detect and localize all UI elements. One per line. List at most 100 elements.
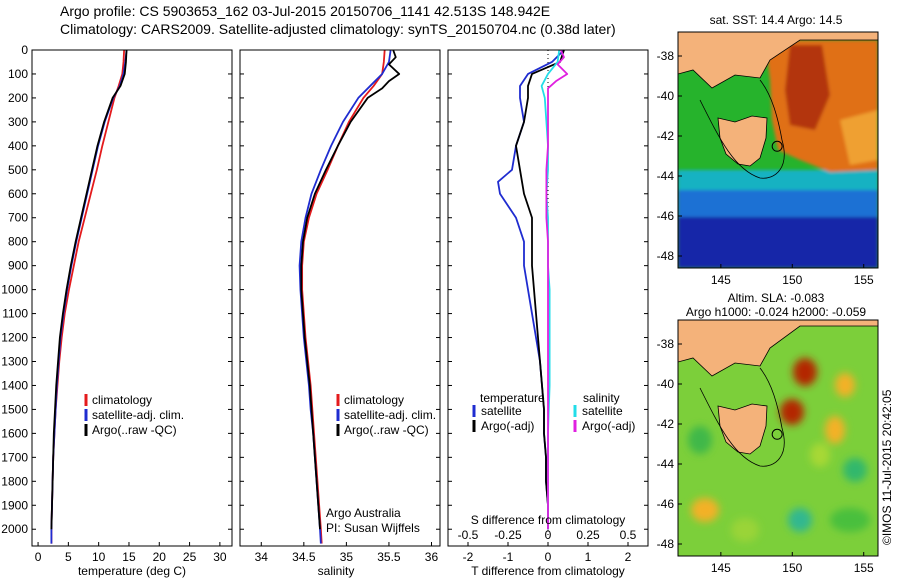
sst-mid-band <box>678 170 878 190</box>
s-difference-label: S difference from climatology <box>471 513 626 527</box>
temperature-xlabel: temperature (deg C) <box>78 564 186 578</box>
temperature-xticks: 0 5 10 15 20 25 30 <box>35 542 227 564</box>
x-tick-label: -2 <box>463 550 474 564</box>
x-tick-label: 1 <box>585 550 592 564</box>
sst-cool-band <box>678 185 878 217</box>
sla-map-frame <box>677 319 879 557</box>
y-tick-label: 1300 <box>1 354 28 368</box>
sla-eddy <box>793 358 817 386</box>
x-tick-label: 0 <box>545 550 552 564</box>
y-tick-label: 1100 <box>2 307 28 321</box>
series-line <box>298 49 392 544</box>
x-tick-label: 0 <box>35 550 42 564</box>
lat-tick-label: -42 <box>657 129 675 143</box>
sla-eddy <box>825 416 845 444</box>
plot-title-line2: Climatology: CARS2009. Satellite-adjuste… <box>60 21 616 37</box>
series-line <box>301 49 386 544</box>
legend-temp-argo-label: Argo(-adj) <box>481 419 534 433</box>
y-tick-label: 0 <box>21 43 28 57</box>
y-tick-label: 1500 <box>1 402 28 416</box>
lat-tick-label: -38 <box>657 337 675 351</box>
lon-tick-label: 150 <box>782 273 802 287</box>
sst-latitude-ticks: -38 -40 -42 -44 -46 -48 <box>657 49 682 263</box>
y-tick-label: 900 <box>8 259 28 273</box>
x-tick-label: 35.5 <box>377 550 401 564</box>
salinity-curves <box>298 49 401 544</box>
y-tick-label: 800 <box>8 235 28 249</box>
difference-xticks: -2 -1 0 1 2 <box>463 542 632 564</box>
s-tick-label: -0.5 <box>458 528 479 542</box>
y-tick-label: 100 <box>8 67 28 81</box>
lat-tick-label: -48 <box>657 537 675 551</box>
sst-shelf-contour <box>699 79 785 179</box>
lat-tick-label: -38 <box>657 49 675 63</box>
salinity-axes-frame <box>239 49 441 547</box>
sst-map-frame <box>677 31 879 269</box>
legend-sal-satellite-label: satellite <box>582 404 623 418</box>
sla-eddy <box>835 373 855 397</box>
x-tick-label: 5 <box>65 550 72 564</box>
lat-tick-label: -48 <box>657 249 675 263</box>
x-tick-label: 10 <box>92 550 106 564</box>
series-line <box>515 49 565 530</box>
x-tick-label: 35 <box>340 550 354 564</box>
salinity-panel: 34 34.5 35 35.5 36 salinity climatology sate… <box>239 49 441 578</box>
series-line <box>300 49 401 530</box>
sla-longitude-ticks: 145 150 155 <box>711 552 874 575</box>
lat-tick-label: -46 <box>657 209 675 223</box>
temperature-legend: climatology satellite-adj. clim. Argo(..… <box>84 393 184 437</box>
x-tick-label: 34 <box>255 550 269 564</box>
y-tick-label: 1200 <box>1 331 28 345</box>
y-tick-label: 300 <box>8 115 28 129</box>
plot-title-line1: Argo profile: CS 5903653_162 03-Jul-2015… <box>60 3 551 19</box>
argo-australia-label: Argo Australia <box>326 506 401 520</box>
lat-tick-label: -46 <box>657 497 675 511</box>
x-tick-label: 15 <box>122 550 136 564</box>
legend-temperature-heading: temperature <box>480 391 545 405</box>
sla-eddy <box>830 508 870 532</box>
s-tick-label: 0 <box>545 528 552 542</box>
series-line <box>50 49 126 544</box>
salinity-xlabel: salinity <box>318 564 355 578</box>
lon-tick-label: 155 <box>854 273 874 287</box>
sla-eddy <box>691 498 719 522</box>
x-tick-label: 36 <box>425 550 439 564</box>
y-tick-label: 400 <box>8 139 28 153</box>
legend-climatology-label: climatology <box>92 393 152 407</box>
y-tick-label: 2000 <box>1 522 28 536</box>
y-tick-label: 1900 <box>1 498 28 512</box>
sla-eddy <box>810 443 830 467</box>
difference-panel: -2 -1 0 1 2 -0.5 -0.25 0 0.25 0.5 S difference f… <box>447 49 649 578</box>
lat-tick-label: -40 <box>657 377 675 391</box>
y-tick-label: 1600 <box>1 426 28 440</box>
sla-eddy <box>780 399 804 425</box>
legend-sal-argo-label: Argo(-adj) <box>582 419 635 433</box>
y-tick-label: 200 <box>8 91 28 105</box>
sst-map-title: sat. SST: 14.4 Argo: 14.5 <box>710 13 843 27</box>
imos-credit: ©IMOS 11-Jul-2015 20:42:05 <box>880 389 894 545</box>
sst-map: -38 -40 -42 -44 -46 -48 145 150 155 sat. SST: 1… <box>657 13 879 287</box>
series-line <box>497 49 565 530</box>
salinity-legend: climatology satellite-adj. clim. Argo(..… <box>336 393 436 437</box>
s-tick-label: 0.5 <box>620 528 637 542</box>
legend-temp-satellite-label: satellite <box>481 404 522 418</box>
sst-argo-position-marker <box>771 140 783 152</box>
temperature-curves <box>50 49 128 544</box>
x-tick-label: 30 <box>213 550 227 564</box>
sst-mainland <box>678 32 878 89</box>
lat-tick-label: -40 <box>657 89 675 103</box>
series-line <box>545 49 569 530</box>
legend-argo-label: Argo(..raw -QC) <box>344 423 429 437</box>
lon-tick-label: 145 <box>711 561 731 575</box>
depth-ticks: 0 100 200 300 400 500 600 700 800 900 1000 1100 1200… <box>1 43 232 536</box>
legend-climatology-label: climatology <box>344 393 404 407</box>
sla-latitude-ticks: -38 -40 -42 -44 -46 -48 <box>657 337 682 551</box>
y-tick-label: 1800 <box>1 474 28 488</box>
legend-satellite-label: satellite-adj. clim. <box>92 408 184 422</box>
lon-tick-label: 145 <box>711 273 731 287</box>
sla-mainland <box>678 320 878 377</box>
sst-cold-band <box>678 210 878 268</box>
y-tick-label: 500 <box>8 163 28 177</box>
difference-legend: temperature salinity satellite Argo(-adj… <box>472 391 635 433</box>
